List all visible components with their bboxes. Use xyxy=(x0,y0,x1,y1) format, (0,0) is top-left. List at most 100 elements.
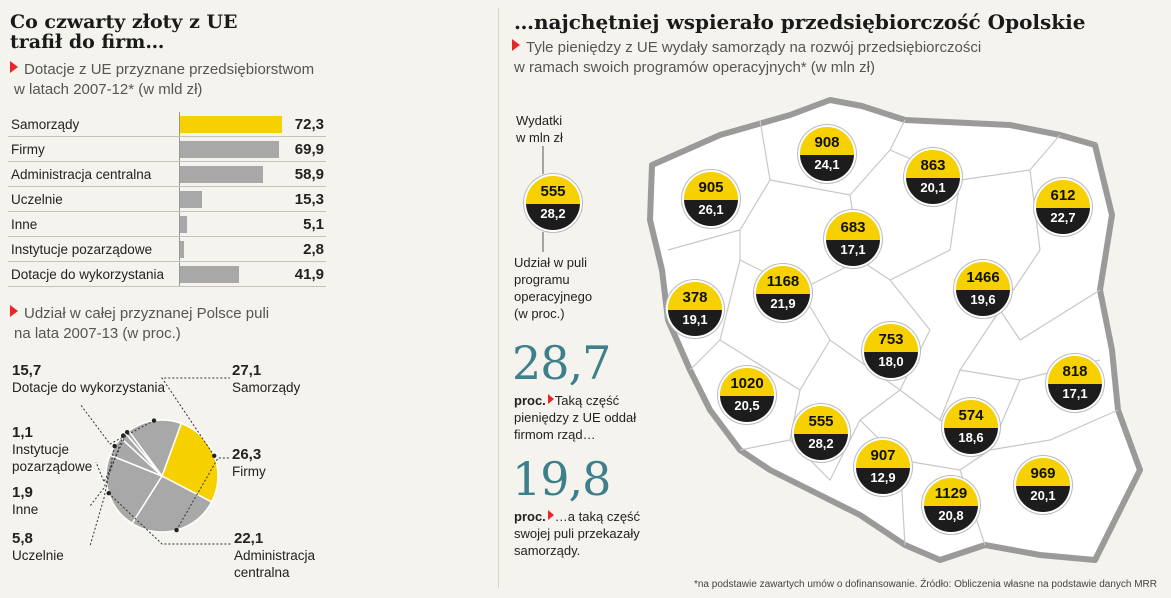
bar-row: Dotacje do wykorzystania 41,9 xyxy=(8,261,326,287)
bar xyxy=(180,266,240,283)
pie-label-value: 26,3 xyxy=(232,446,262,463)
stat2-text-line1: …a taką część xyxy=(554,509,641,524)
bar-value: 69,9 xyxy=(292,136,326,162)
bar-value: 41,9 xyxy=(292,261,326,287)
pie-chart xyxy=(79,377,232,547)
region-badge: 1020 20,5 xyxy=(720,368,774,422)
legend-bottom-label: Udział w puli programu operacyjnego (w p… xyxy=(514,254,592,322)
pie-leader-dot xyxy=(212,453,217,458)
bar-value: 72,3 xyxy=(292,112,326,137)
bar-row: Administracja centralna 58,9 xyxy=(8,161,326,187)
region-badge: 1129 20,8 xyxy=(924,478,978,532)
stat1-value: 28,7 xyxy=(512,336,611,390)
pie-leader-line xyxy=(89,445,116,547)
pie-label-text: Administracja centralna xyxy=(234,548,316,580)
pie-label-inne: 1,9 Inne xyxy=(12,484,38,518)
stat1-text-line1: Taką część xyxy=(554,393,620,408)
region-badge: 908 24,1 xyxy=(800,127,854,181)
bar-subtitle-line2: w latach 2007-12* (w mld zł) xyxy=(14,81,203,98)
pie-label-value: 15,7 xyxy=(12,362,42,379)
legend-badge-share: 28,2 xyxy=(526,204,580,230)
legend-bottom-line3: operacyjnego xyxy=(514,289,593,304)
bar-subtitle-line1: Dotacje z UE przyznane przedsiębiorstwom xyxy=(24,61,315,78)
bar-label: Inne xyxy=(8,211,180,237)
bar-track xyxy=(179,211,292,237)
bar-row: Firmy 69,9 xyxy=(8,136,326,162)
left-title-line1: Co czwarty złoty z UE xyxy=(10,11,238,33)
pie-leader-dot xyxy=(174,527,179,533)
bar-row: Inne 5,1 xyxy=(8,211,326,237)
bar-track xyxy=(179,112,292,137)
pie-label-value: 22,1 xyxy=(234,530,264,547)
stat2-label: proc. xyxy=(514,509,546,524)
region-badge: 753 18,0 xyxy=(864,324,918,378)
legend-badge: 555 28,2 xyxy=(526,176,580,230)
bar-track xyxy=(179,161,292,187)
bar-label: Dotacje do wykorzystania xyxy=(8,261,180,287)
legend-top-label: Wydatki w mln zł xyxy=(516,112,563,146)
red-triangle-icon xyxy=(10,61,18,73)
bar-row: Instytucje pozarządowe 2,8 xyxy=(8,236,326,262)
red-triangle-icon xyxy=(547,394,554,404)
region-badge: 863 20,1 xyxy=(906,150,960,204)
bar-row: Samorządy 72,3 xyxy=(8,112,326,137)
bar xyxy=(180,191,202,208)
stat2-value: 19,8 xyxy=(512,452,611,506)
pie-label-text: Samorządy xyxy=(232,380,301,395)
pie-label-uczelnie: 5,8 Uczelnie xyxy=(12,530,64,564)
region-badge: 574 18,6 xyxy=(944,400,998,454)
left-title: Co czwarty złoty z UE trafił do firm… xyxy=(10,12,238,52)
pie-label-text: Instytucje pozarządowe xyxy=(12,442,93,474)
region-badge: 683 17,1 xyxy=(826,212,880,266)
pie-label-text: Firmy xyxy=(232,464,266,479)
pie-label-dotacje: 15,7 Dotacje do wykorzystania xyxy=(12,362,165,396)
red-triangle-icon xyxy=(547,510,554,520)
bar-label: Uczelnie xyxy=(8,186,180,212)
pie-label-samorzady: 27,1 Samorządy xyxy=(232,362,300,396)
pie-label-administracja: 22,1 Administracja centralna xyxy=(234,530,329,581)
stat2-text: proc. …a taką część swojej puli przekazał… xyxy=(514,508,640,559)
right-title: …najchętniej wspierało przedsiębiorczość… xyxy=(514,10,1086,34)
legend-top-line1: Wydatki xyxy=(516,113,563,128)
bar-track xyxy=(179,186,292,212)
pie-label-value: 5,8 xyxy=(12,530,33,547)
pie-subtitle-line2: na lata 2007-13 (w proc.) xyxy=(14,325,181,342)
left-title-line2: trafił do firm… xyxy=(10,31,165,53)
bar xyxy=(180,141,279,158)
bar-value: 58,9 xyxy=(292,161,326,187)
red-triangle-icon xyxy=(10,305,18,317)
pie-leader-line xyxy=(79,403,155,445)
pie-label-firmy: 26,3 Firmy xyxy=(232,446,266,480)
bar xyxy=(180,216,188,233)
region-badge: 378 19,1 xyxy=(668,282,722,336)
pie-label-value: 1,1 xyxy=(12,424,33,441)
pie-leader-dot xyxy=(151,418,157,423)
region-badge: 907 12,9 xyxy=(856,440,910,494)
stat2-text-line3: samorządy. xyxy=(514,543,581,558)
bar-label: Administracja centralna xyxy=(8,161,180,187)
legend-bottom-line2: programu xyxy=(514,272,570,287)
pie-label-text: Dotacje do wykorzystania xyxy=(12,380,166,395)
region-badge: 818 17,1 xyxy=(1048,356,1102,410)
stat1-text-line2: pieniędzy z UE oddał xyxy=(514,410,637,425)
pie-label-value: 27,1 xyxy=(232,362,262,379)
bar-value: 2,8 xyxy=(292,236,326,262)
pie-label-text: Uczelnie xyxy=(12,548,64,563)
footer-note: *na podstawie zawartych umów o dofinanso… xyxy=(693,579,1157,590)
bar-value: 5,1 xyxy=(292,211,326,237)
legend-bottom-line4: (w proc.) xyxy=(514,306,565,321)
pie-label-instytucje: 1,1 Instytucje pozarządowe xyxy=(12,424,112,475)
bar-label: Samorządy xyxy=(8,112,180,137)
bar-chart: Samorządy 72,3 Firmy 69,9 Administracja cent… xyxy=(8,112,326,287)
region-badge: 612 22,7 xyxy=(1036,180,1090,234)
pie-leader-line xyxy=(108,492,232,545)
bar-label: Instytucje pozarządowe xyxy=(8,236,180,262)
bar-track xyxy=(179,136,292,162)
bar xyxy=(180,166,264,183)
pie-subtitle: Udział w całej przyznanej Polsce puli na… xyxy=(10,304,269,344)
bar-track xyxy=(179,236,292,262)
column-divider xyxy=(498,8,499,588)
map-subtitle-line1: Tyle pieniędzy z UE wydały samorządy na … xyxy=(526,39,982,56)
pie-leader-dot xyxy=(106,491,111,496)
stat2-text-line2: swojej puli przekazały xyxy=(514,526,640,541)
